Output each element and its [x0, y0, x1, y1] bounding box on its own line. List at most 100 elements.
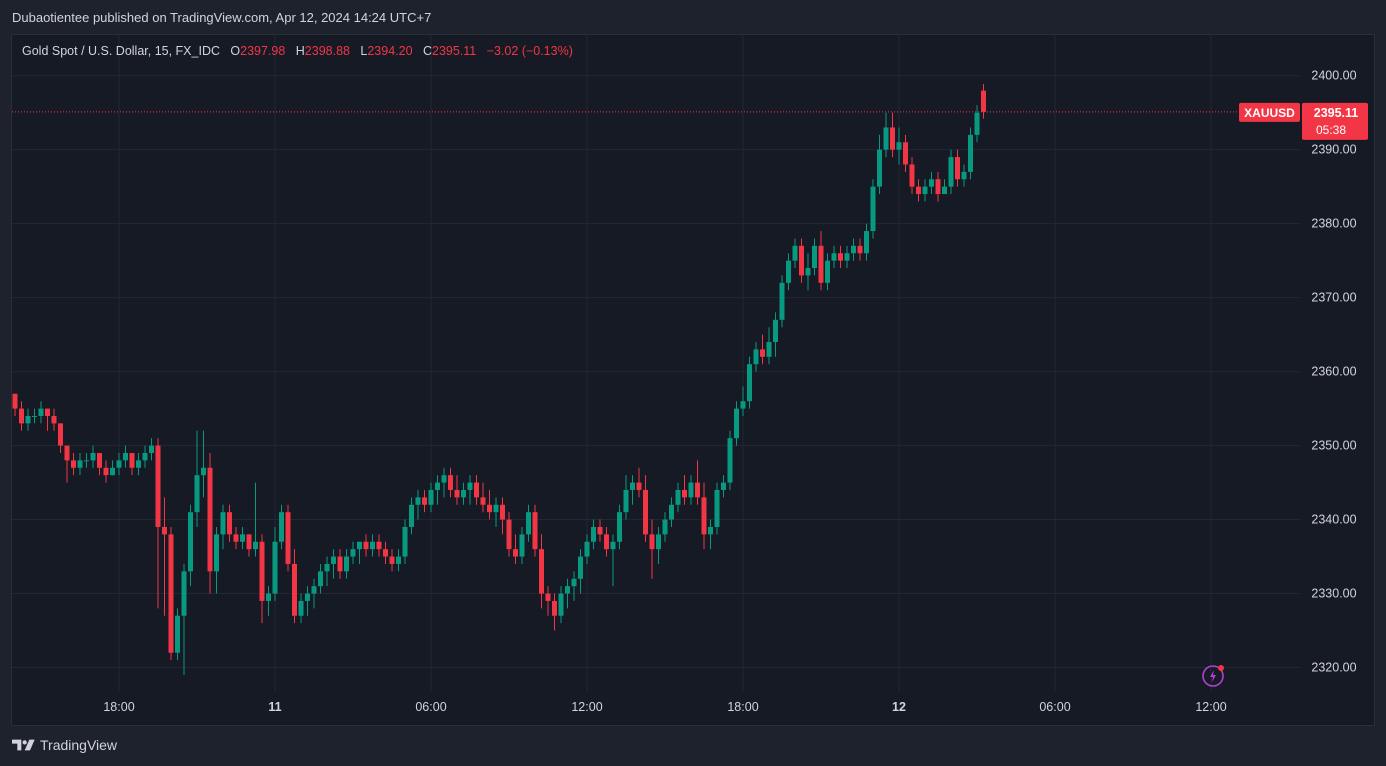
candle-down — [701, 482, 707, 550]
candle-body — [890, 127, 895, 150]
candle-body — [922, 186, 928, 195]
candle-body — [506, 519, 512, 550]
candle-up — [435, 475, 440, 505]
candle-body — [188, 512, 193, 572]
time-axis[interactable]: 18:00 11 06:00 12:00 18:00 12 06:00 12:00 — [103, 700, 1226, 714]
candle-body — [623, 489, 629, 513]
candle-body — [552, 600, 557, 616]
candle-body — [337, 556, 343, 572]
candle-up — [279, 504, 284, 550]
candle-body — [597, 526, 603, 535]
candle-body — [721, 482, 726, 490]
candle-up — [142, 445, 148, 468]
candle-body — [259, 541, 265, 601]
candle-down — [155, 438, 161, 609]
candle-body — [903, 142, 908, 165]
candle-body — [396, 556, 401, 564]
candle-body — [682, 489, 687, 498]
candle-body — [435, 482, 440, 490]
candle-up — [214, 526, 219, 594]
candle-up — [110, 460, 115, 476]
legend-symbol: Gold Spot / U.S. Dollar, 15, FX_IDC — [22, 44, 220, 58]
candle-down — [506, 512, 512, 557]
time-tick-label: 11 — [268, 700, 281, 714]
flash-icon[interactable] — [1201, 663, 1227, 689]
candle-up — [396, 549, 401, 572]
candle-up — [220, 504, 226, 550]
candle-body — [688, 482, 694, 498]
candle-down — [636, 467, 642, 498]
candle-up — [344, 549, 349, 579]
candle-up — [149, 438, 154, 461]
time-tick-label: 12:00 — [571, 700, 602, 714]
candle-down — [597, 519, 603, 542]
candle-down — [909, 157, 915, 195]
candle-body — [415, 497, 421, 505]
candle-body — [51, 415, 57, 424]
candle-body — [77, 460, 83, 468]
candle-up — [727, 430, 733, 490]
candle-up — [883, 112, 889, 158]
candle-body — [929, 179, 934, 187]
candle-body — [539, 549, 544, 594]
candle-down — [890, 112, 895, 158]
candle-down — [64, 445, 70, 483]
candle-down — [337, 549, 343, 579]
candle-up — [753, 342, 759, 372]
candle-down — [935, 171, 941, 202]
candle-body — [675, 489, 681, 505]
candle-up — [305, 586, 310, 616]
candle-down — [955, 149, 960, 187]
candle-body — [90, 452, 96, 461]
candle-up — [656, 526, 661, 564]
candle-body — [714, 489, 720, 527]
candle-down — [58, 423, 63, 453]
candle-up — [272, 526, 278, 601]
candle-body — [578, 556, 583, 579]
tradingview-brand[interactable]: TradingView — [12, 737, 117, 753]
time-tick-label: 18:00 — [103, 700, 134, 714]
candle-up — [25, 408, 31, 431]
candle-up — [461, 482, 466, 505]
candle-body — [584, 541, 590, 557]
candle-up — [578, 549, 583, 594]
price-axis[interactable]: 2320.00 2330.00 2340.00 2350.00 2360.00 2370.… — [1311, 69, 1356, 675]
candle-body — [805, 268, 811, 276]
candle-up — [311, 578, 317, 609]
candle-down — [480, 482, 486, 513]
tradingview-brand-label: TradingView — [40, 737, 118, 753]
candle-body — [149, 445, 154, 453]
candle-body — [467, 482, 473, 490]
candle-body — [916, 186, 921, 195]
candle-body — [877, 149, 882, 187]
candle-down — [12, 393, 18, 416]
candle-up — [864, 223, 869, 261]
candle-down — [207, 452, 213, 594]
candle-body — [500, 504, 505, 520]
candle-body — [402, 526, 408, 557]
candle-up — [812, 238, 817, 276]
candle-body — [370, 541, 375, 550]
candle-body — [753, 349, 759, 365]
candle-up — [175, 608, 180, 661]
candle-body — [695, 482, 700, 498]
candle-body — [831, 253, 837, 261]
candle-body — [480, 497, 486, 505]
price-tick-label: 2370.00 — [1311, 291, 1356, 305]
candle-body — [116, 460, 122, 468]
candle-up — [519, 526, 525, 564]
candle-body — [12, 393, 18, 409]
candle-down — [389, 549, 395, 572]
candle-up — [123, 445, 128, 468]
candle-up — [844, 245, 850, 269]
candle-body — [344, 556, 349, 572]
candle-up — [948, 149, 954, 195]
candle-up — [968, 127, 973, 180]
candle-body — [571, 578, 577, 587]
candle-up — [253, 482, 258, 557]
candle-body — [610, 541, 616, 550]
candle-up — [675, 482, 681, 513]
candle-up — [773, 312, 778, 357]
candle-body — [799, 245, 804, 276]
